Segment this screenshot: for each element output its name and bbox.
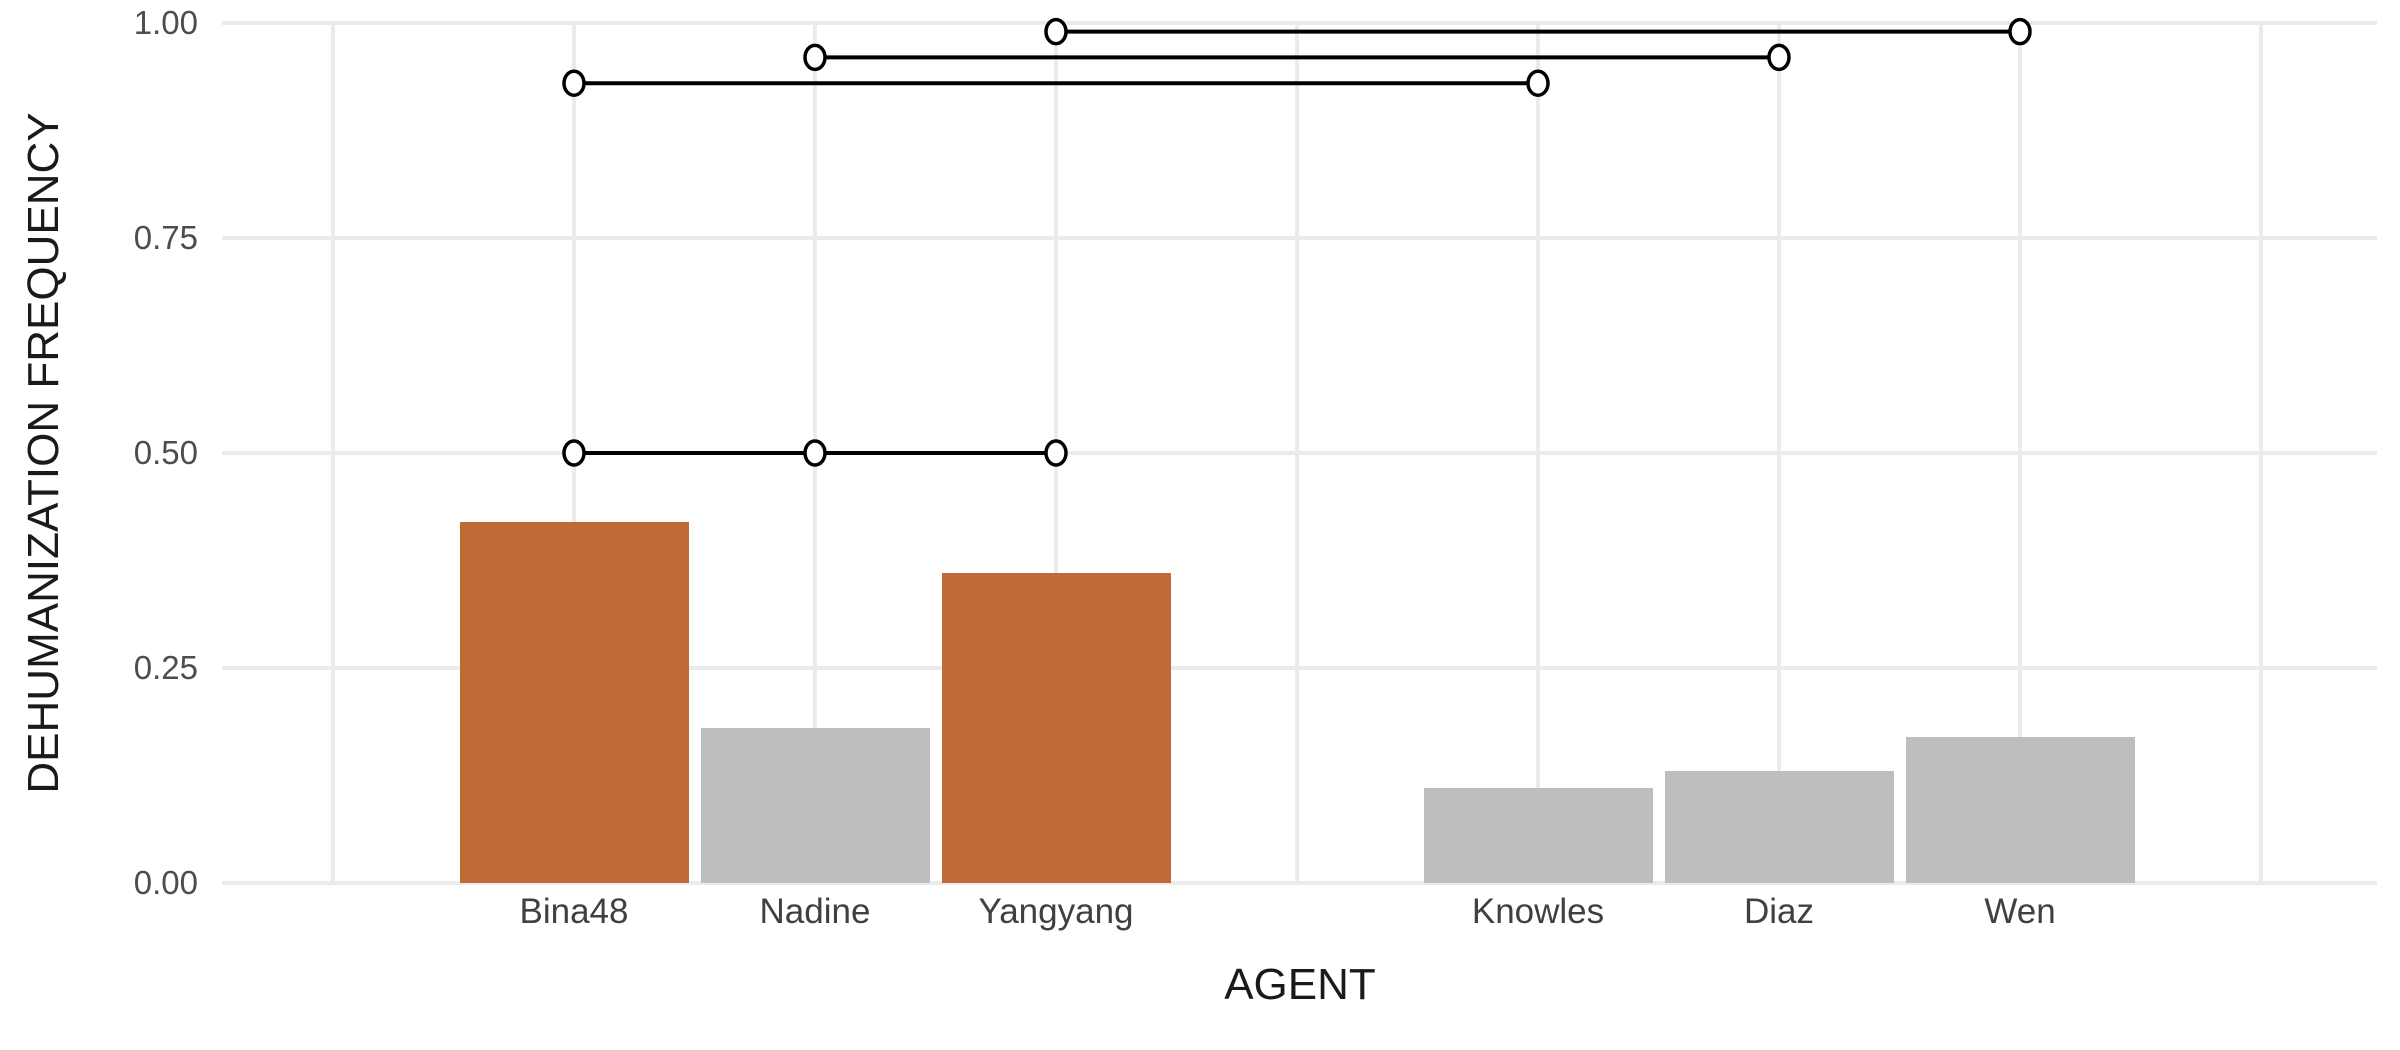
y-axis-title: DEHUMANIZATION FREQUENCY	[19, 112, 68, 794]
y-tick-label-0.75: 0.75	[133, 219, 198, 256]
bar-Knowles	[1423, 788, 1653, 883]
y-tick-label-0.25: 0.25	[133, 649, 198, 686]
horizontal-gridline	[222, 21, 2377, 25]
vertical-gridline	[1536, 21, 1540, 885]
x-tick-label-Yangyang: Yangyang	[978, 892, 1134, 931]
y-tick-label-0.50: 0.50	[133, 434, 198, 471]
bar-Bina48	[459, 521, 689, 883]
bar-Wen	[1905, 736, 2135, 883]
bar-Yangyang	[941, 573, 1171, 883]
horizontal-gridline	[222, 666, 2377, 670]
bar-Nadine	[700, 728, 930, 883]
horizontal-gridline	[222, 881, 2377, 885]
vertical-gridline	[1295, 21, 1299, 885]
vertical-gridline	[2259, 21, 2263, 885]
vertical-gridline	[1777, 21, 1781, 885]
horizontal-gridline	[222, 236, 2377, 240]
vertical-gridline	[2018, 21, 2022, 885]
x-tick-label-Nadine: Nadine	[759, 892, 871, 931]
vertical-gridline	[331, 21, 335, 885]
x-tick-label-Wen: Wen	[1984, 892, 2056, 931]
x-tick-label-Knowles: Knowles	[1471, 892, 1605, 931]
x-axis-title: AGENT	[1224, 960, 1376, 1009]
y-tick-label-1.00: 1.00	[133, 4, 198, 41]
x-tick-label-Bina48: Bina48	[519, 892, 629, 931]
x-tick-label-Diaz: Diaz	[1743, 892, 1815, 931]
bar-Diaz	[1664, 771, 1894, 883]
horizontal-gridline	[222, 451, 2377, 455]
y-tick-label-0.00: 0.00	[133, 864, 198, 901]
